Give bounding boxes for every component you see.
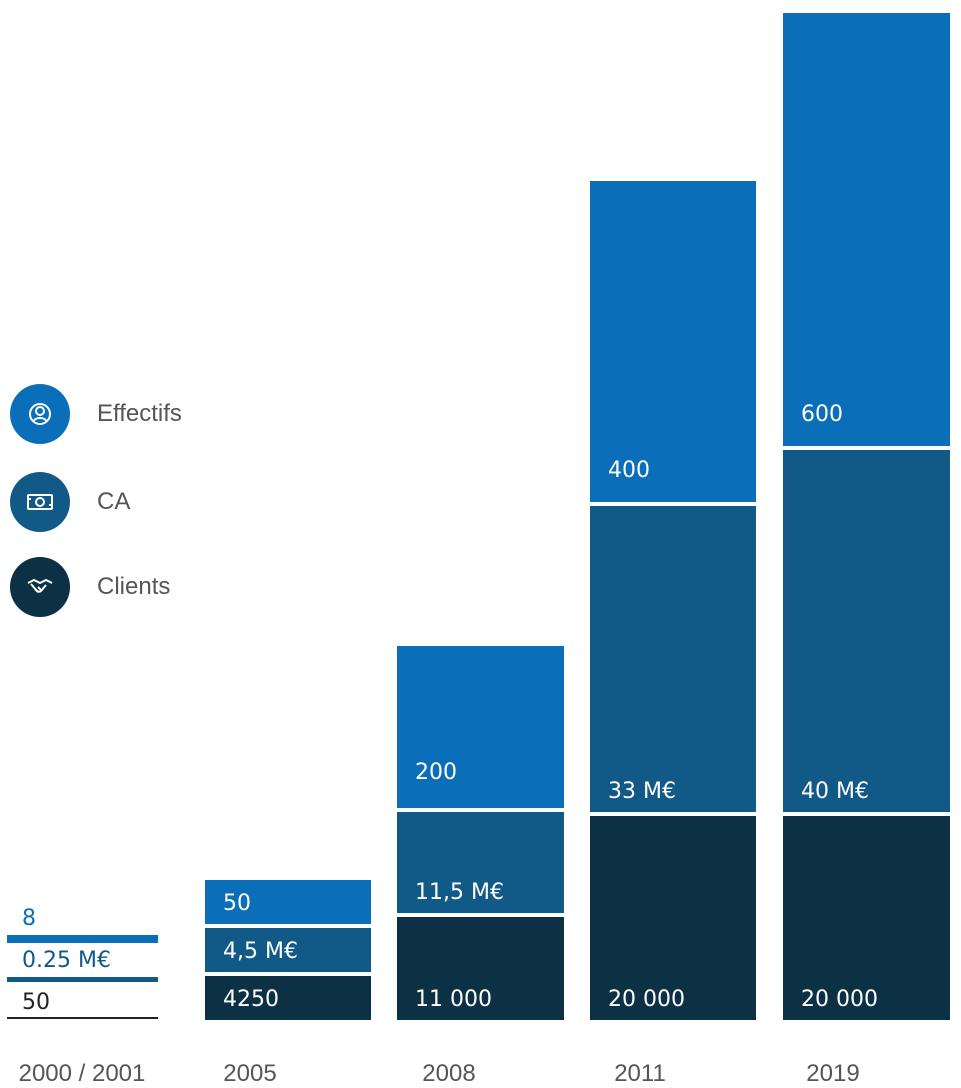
bar-label-effectifs-0: 8	[22, 906, 36, 931]
bar-segment-effectifs-2: 200	[397, 646, 564, 808]
bar-segment-clients-2: 11 000	[397, 917, 564, 1020]
bar-label-clients-2: 11 000	[415, 987, 492, 1012]
bar-label-clients-4: 20 000	[801, 987, 878, 1012]
bar-segment-ca-2: 11,5 M€	[397, 812, 564, 913]
bar-label-ca-1: 4,5 M€	[223, 939, 298, 964]
bar-segment-clients-3: 20 000	[590, 816, 756, 1020]
bar-label-effectifs-1: 50	[223, 891, 251, 916]
bar-segment-effectifs-3: 400	[590, 181, 756, 502]
bar-segment-ca-3: 33 M€	[590, 506, 756, 812]
bar-segment-effectifs-1: 50	[205, 880, 371, 924]
bar-label-clients-3: 20 000	[608, 987, 685, 1012]
bar-segment-effectifs-0	[7, 935, 158, 943]
x-tick-label: 2019	[806, 1060, 860, 1087]
bar-segment-ca-0	[7, 977, 158, 982]
bar-segment-clients-1: 4250	[205, 976, 371, 1020]
bar-segment-ca-1: 4,5 M€	[205, 928, 371, 972]
bar-label-ca-4: 40 M€	[801, 779, 869, 804]
x-tick-label: 2000 / 2001	[18, 1060, 146, 1087]
legend-label: Clients	[97, 573, 171, 600]
legend-label: CA	[97, 488, 131, 515]
bar-label-effectifs-4: 600	[801, 402, 843, 427]
bar-label-clients-1: 4250	[223, 987, 279, 1012]
x-tick-label: 2008	[422, 1060, 476, 1087]
bar-segment-clients-0	[7, 1017, 158, 1019]
bar-label-effectifs-2: 200	[415, 760, 457, 785]
person-icon	[10, 384, 70, 444]
bar-segment-ca-4: 40 M€	[783, 450, 950, 812]
x-tick-label: 2005	[223, 1060, 277, 1087]
bar-label-effectifs-3: 400	[608, 458, 650, 483]
bar-segment-effectifs-4: 600	[783, 13, 950, 446]
bar-label-ca-3: 33 M€	[608, 779, 676, 804]
bar-label-clients-0: 50	[22, 990, 50, 1015]
handshake-icon	[10, 557, 70, 617]
banknote-icon	[10, 472, 70, 532]
bar-label-ca-2: 11,5 M€	[415, 880, 504, 905]
legend-label: Effectifs	[97, 400, 182, 427]
x-tick-label: 2011	[614, 1060, 666, 1087]
bar-label-ca-0: 0.25 M€	[22, 948, 111, 973]
bar-segment-clients-4: 20 000	[783, 816, 950, 1020]
